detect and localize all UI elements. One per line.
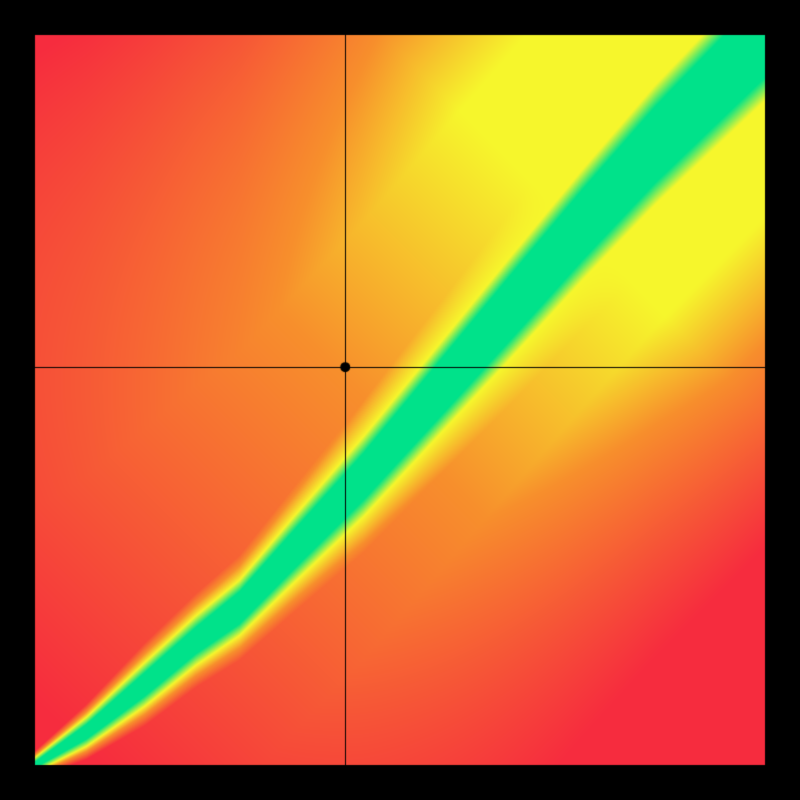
chart-container: TheBottleneck.com <box>0 0 800 800</box>
heatmap-canvas <box>0 0 800 800</box>
watermark-text: TheBottleneck.com <box>561 8 764 34</box>
